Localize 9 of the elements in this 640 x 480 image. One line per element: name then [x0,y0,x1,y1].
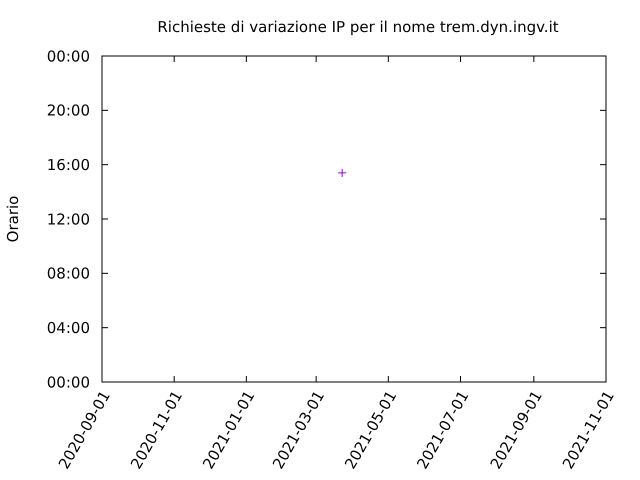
chart-title: Richieste di variazione IP per il nome trem.dyn.ingv.it [157,18,559,36]
y-tick-label: 04:00 [46,318,90,337]
y-tick-label: 16:00 [46,156,90,174]
y-tick-label: 12:00 [46,210,90,228]
y-axis-title: Orario [4,196,22,242]
y-tick-label: 00:00 [46,47,90,66]
y-tick-label: 20:00 [46,102,90,120]
y-tick-label: 00:00 [46,373,90,392]
y-tick-label: 08:00 [46,264,90,283]
